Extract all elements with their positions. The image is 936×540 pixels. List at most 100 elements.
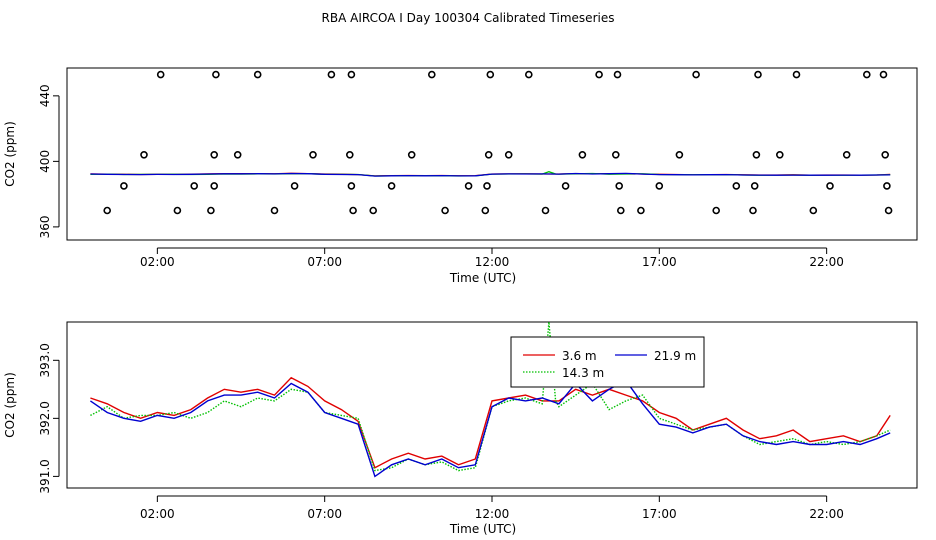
bottom-y-tick-label: 391.0 [38, 459, 52, 493]
bottom-x-axis-label: Time (UTC) [449, 522, 516, 536]
bottom-y-axis: 391.0 392.0 393.0 [38, 343, 60, 494]
top-flag-point [210, 151, 218, 159]
top-flag-point [749, 206, 757, 215]
bottom-x-tick-label: 07:00 [307, 507, 342, 521]
top-y-axis: 360 400 440 [38, 84, 60, 238]
top-y-tick-label: 360 [38, 215, 52, 238]
top-flag-point [210, 182, 218, 190]
top-flag-point [327, 70, 336, 79]
top-flag-point [613, 70, 622, 79]
top-flag-point [732, 182, 741, 190]
top-flag-point [483, 182, 491, 190]
top-flag-point [486, 70, 495, 79]
top-x-tick-label: 07:00 [307, 255, 342, 269]
top-flag-point [290, 182, 299, 190]
bottom-series-line-2 [90, 379, 891, 478]
top-y-tick-label: 400 [38, 150, 52, 173]
top-flag-point [775, 151, 784, 159]
legend-label-14-3m: 14.3 m [562, 366, 604, 380]
top-flag-point [754, 70, 762, 79]
bottom-series-line-0 [90, 376, 891, 469]
top-flag-point [826, 182, 834, 190]
top-flag-point [879, 70, 888, 79]
top-flag-point [156, 70, 165, 79]
top-flag-point [595, 70, 603, 79]
top-flag-point [752, 151, 761, 159]
bottom-x-tick-label: 12:00 [475, 507, 510, 521]
bottom-y-axis-label: CO2 (ppm) [3, 372, 17, 438]
bottom-series-line-1 [90, 321, 891, 472]
bottom-y-tick-label: 393.0 [38, 343, 52, 377]
top-flag-point [464, 182, 473, 190]
top-flag-point [212, 70, 220, 79]
top-flag-point [120, 182, 128, 190]
top-flag-point [345, 151, 354, 159]
bottom-x-tick-label: 22:00 [809, 507, 844, 521]
bottom-x-axis: 02:00 07:00 12:00 17:00 22:00 [140, 495, 844, 521]
top-flag-point [561, 182, 570, 190]
top-flag-point [207, 206, 215, 215]
top-flag-point [173, 206, 182, 215]
top-flag-point [524, 70, 533, 79]
top-flag-point [862, 70, 871, 79]
top-flag-point [484, 151, 493, 159]
top-flag-point [407, 151, 416, 159]
top-flag-points [103, 70, 893, 215]
legend-box [510, 336, 705, 388]
top-series-lines [90, 171, 891, 177]
top-flag-point [369, 206, 378, 215]
top-x-tick-label: 02:00 [140, 255, 175, 269]
top-flag-point [655, 182, 664, 190]
figure-title: RBA AIRCOA I Day 100304 Calibrated Times… [322, 11, 615, 25]
top-series-line-2 [90, 172, 891, 177]
bottom-plot-frame [66, 321, 918, 489]
top-flag-point [347, 182, 356, 190]
top-flag-point [541, 206, 550, 215]
top-x-axis: 02:00 07:00 12:00 17:00 22:00 [140, 247, 844, 269]
top-flag-point [809, 206, 818, 215]
top-flag-point [884, 206, 893, 215]
top-flag-point [842, 151, 851, 159]
top-flag-point [441, 206, 449, 215]
top-x-tick-label: 17:00 [642, 255, 677, 269]
top-flag-point [615, 182, 624, 190]
top-y-tick-label: 440 [38, 84, 52, 107]
top-flag-point [675, 151, 684, 159]
top-flag-point [349, 206, 357, 215]
bottom-x-tick-label: 02:00 [140, 507, 175, 521]
top-x-axis-label: Time (UTC) [449, 271, 516, 285]
bottom-x-tick-label: 17:00 [642, 507, 677, 521]
top-flag-point [712, 206, 721, 215]
top-panel: 02:00 07:00 12:00 17:00 22:00 360 400 440 Time… [3, 67, 918, 285]
top-flag-point [611, 151, 620, 159]
top-flag-point [637, 206, 645, 215]
top-flag-point [233, 151, 242, 159]
top-y-axis-label: CO2 (ppm) [3, 121, 17, 187]
bottom-series-lines [90, 321, 891, 478]
top-flag-point [578, 151, 587, 159]
top-flag-point [253, 70, 262, 79]
top-x-tick-label: 12:00 [475, 255, 510, 269]
top-flag-point [481, 206, 490, 215]
top-flag-point [750, 182, 759, 190]
top-flag-point [427, 70, 436, 79]
top-flag-point [140, 151, 148, 159]
top-flag-point [504, 151, 513, 159]
top-flag-point [792, 70, 801, 79]
bottom-panel: 02:00 07:00 12:00 17:00 22:00 391.0 392.0 393.… [3, 321, 918, 536]
top-plot-frame [66, 67, 918, 241]
legend-label-21-9m: 21.9 m [654, 349, 696, 363]
legend: 3.6 m 21.9 m 14.3 m [510, 336, 705, 388]
top-flag-point [692, 70, 700, 79]
legend-label-3-6m: 3.6 m [562, 349, 597, 363]
top-flag-point [309, 151, 317, 159]
top-flag-point [190, 182, 198, 190]
top-flag-point [347, 70, 356, 79]
top-flag-point [387, 182, 396, 190]
bottom-y-tick-label: 392.0 [38, 401, 52, 435]
top-flag-point [883, 182, 891, 190]
top-flag-point [270, 206, 279, 215]
top-x-tick-label: 22:00 [809, 255, 844, 269]
top-flag-point [103, 206, 111, 215]
top-flag-point [881, 151, 890, 159]
